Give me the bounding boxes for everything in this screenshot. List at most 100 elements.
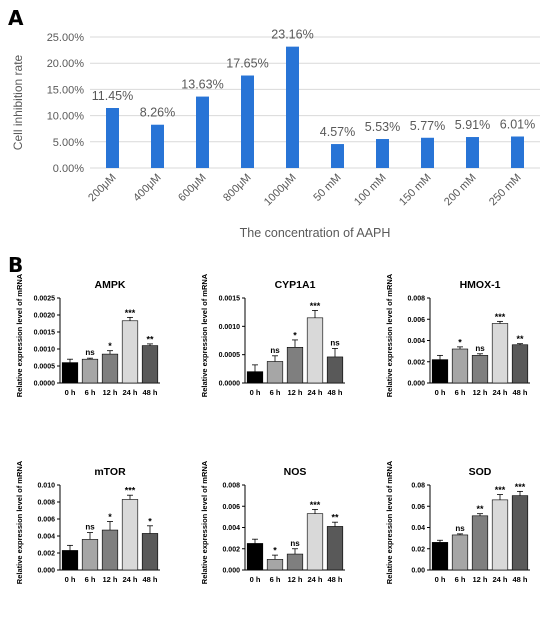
x-tick-label: 12 h xyxy=(287,388,302,397)
x-tick-label: 24 h xyxy=(307,388,322,397)
bar xyxy=(491,323,509,384)
bar xyxy=(106,108,119,168)
chart-title: HMOX-1 xyxy=(460,279,501,291)
bar xyxy=(491,499,509,571)
y-tick-label: 5.00% xyxy=(53,137,84,149)
x-tick-label: 100 mM xyxy=(352,172,389,209)
y-tick-label: 20.00% xyxy=(47,58,85,70)
significance-label: ** xyxy=(476,504,484,514)
bar xyxy=(471,515,489,571)
y-tick-label: 0.004 xyxy=(222,525,240,532)
significance-label: * xyxy=(108,341,112,351)
y-tick-label: 0.002 xyxy=(222,546,240,553)
bar xyxy=(511,495,529,571)
bar xyxy=(286,46,299,168)
x-tick-label: 6 h xyxy=(455,575,466,584)
y-tick-label: 0.0000 xyxy=(34,381,56,388)
bar xyxy=(121,320,139,384)
y-axis-label: Relative expression level of mRNA xyxy=(200,273,209,397)
significance-label: * xyxy=(273,546,277,556)
significance-label: * xyxy=(108,512,112,522)
x-tick-label: 12 h xyxy=(472,388,487,397)
y-axis-label: Relative expression level of mRNA xyxy=(385,273,394,397)
bar xyxy=(451,348,469,384)
bar xyxy=(306,317,324,384)
x-tick-label: 48 h xyxy=(512,575,527,584)
y-tick-label: 10.00% xyxy=(47,111,85,123)
bar xyxy=(511,344,529,384)
y-tick-label: 0.0020 xyxy=(34,313,56,320)
significance-label: ** xyxy=(331,513,339,523)
significance-label: ns xyxy=(85,523,95,532)
significance-label: *** xyxy=(310,301,321,311)
y-tick-label: 0.010 xyxy=(37,483,55,490)
significance-label: ns xyxy=(330,338,340,347)
y-tick-label: 0.002 xyxy=(407,359,425,366)
significance-label: ns xyxy=(455,524,465,533)
y-tick-label: 15.00% xyxy=(47,84,85,96)
x-tick-label: 200μM xyxy=(86,172,118,204)
bar xyxy=(511,136,524,168)
bar xyxy=(266,361,284,384)
bar xyxy=(286,346,304,384)
x-axis-label: The concentration of AAPH xyxy=(240,226,391,240)
expression-chart-mtor: mTOR 0.000 0.002 0.004 0.006 0.008 0.010 Relati… xyxy=(15,460,160,584)
bar xyxy=(466,137,479,168)
expression-chart-hmox-1: HMOX-1 0.000 0.002 0.004 0.006 0.008 Relative … xyxy=(385,273,530,397)
bar xyxy=(196,96,209,168)
panel-b-charts: AMPK 0.0000 0.0005 0.0010 0.0015 0.0020 0.0025… xyxy=(15,273,530,584)
x-tick-label: 24 h xyxy=(492,575,507,584)
bar xyxy=(306,513,324,571)
data-label: 5.91% xyxy=(455,118,490,132)
bar xyxy=(326,526,344,571)
y-tick-label: 0.0005 xyxy=(34,364,56,371)
significance-label: *** xyxy=(310,500,321,510)
y-tick-label: 0.0005 xyxy=(219,352,241,359)
y-tick-label: 0.0015 xyxy=(219,296,241,303)
y-tick-label: 0.006 xyxy=(407,317,425,324)
bar xyxy=(286,553,304,571)
y-tick-label: 0.004 xyxy=(407,338,425,345)
significance-label: *** xyxy=(515,482,526,492)
bar xyxy=(451,534,469,571)
bar xyxy=(151,124,164,168)
y-tick-label: 0.0025 xyxy=(34,296,56,303)
x-tick-label: 48 h xyxy=(327,388,342,397)
bar xyxy=(61,362,79,384)
data-label: 8.26% xyxy=(140,106,175,120)
x-tick-label: 24 h xyxy=(307,575,322,584)
panel-a-chart: 0.00% 5.00% 10.00% 15.00% 20.00% 25.00% 11.45%… xyxy=(11,28,540,240)
significance-label: ** xyxy=(516,334,524,344)
x-tick-label: 6 h xyxy=(85,388,96,397)
x-tick-label: 0 h xyxy=(435,575,446,584)
significance-label: ns xyxy=(475,344,485,353)
significance-label: *** xyxy=(125,486,136,496)
y-tick-label: 0.0010 xyxy=(219,324,241,331)
bar xyxy=(141,345,159,384)
y-tick-label: 0.02 xyxy=(411,546,425,553)
y-tick-label: 0.06 xyxy=(411,504,425,511)
significance-label: ns xyxy=(270,346,280,355)
x-tick-label: 800μM xyxy=(221,172,253,204)
x-tick-label: 0 h xyxy=(435,388,446,397)
x-tick-label: 150 mM xyxy=(397,172,434,209)
y-tick-label: 0.0010 xyxy=(34,347,56,354)
x-tick-label: 400μM xyxy=(131,172,163,204)
x-tick-label: 200 mM xyxy=(442,172,479,209)
y-tick-label: 0.00 xyxy=(411,568,425,575)
bar xyxy=(141,533,159,571)
bar xyxy=(121,499,139,571)
x-tick-label: 48 h xyxy=(327,575,342,584)
data-label: 11.45% xyxy=(92,89,133,103)
data-label: 6.01% xyxy=(500,118,535,132)
bar xyxy=(266,559,284,571)
significance-label: *** xyxy=(125,308,136,318)
y-tick-label: 0.008 xyxy=(407,296,425,303)
panel-letter-a: A xyxy=(8,6,24,30)
significance-label: * xyxy=(458,337,462,347)
x-tick-label: 6 h xyxy=(455,388,466,397)
x-tick-label: 0 h xyxy=(250,388,261,397)
x-tick-label: 24 h xyxy=(122,575,137,584)
x-tick-label: 0 h xyxy=(250,575,261,584)
